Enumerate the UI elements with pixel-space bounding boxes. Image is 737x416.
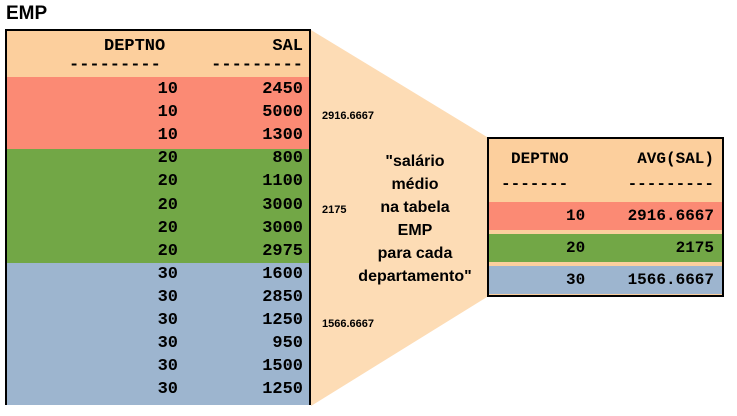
group-average-20: 2175 [322,204,347,216]
emp-cell-deptno: 10 [157,126,178,146]
group-average-30: 1566.6667 [322,318,374,330]
dept10-band [7,77,309,149]
emp-cell-sal: 1600 [262,264,303,284]
emp-row: 30 1600 [7,265,309,288]
emp-cell-deptno: 30 [157,264,178,284]
emp-row: 10 5000 [7,103,309,126]
emp-cell-deptno: 20 [157,172,178,192]
emp-cell-deptno: 30 [157,380,178,400]
avg-row-dept30: 30 1566.6667 [489,266,722,294]
group-average-10: 2916.6667 [322,110,374,122]
avg-row-deptno: 10 [566,207,586,225]
avg-header-avg: AVG(SAL) [637,150,714,168]
explanation-line: na tabela [380,199,450,216]
avg-row-value: 1566.6667 [627,271,714,289]
emp-cell-deptno: 20 [157,218,178,238]
explanation-line: para cada [377,245,453,262]
emp-table-title: EMP [6,3,48,24]
emp-cell-deptno: 30 [157,311,178,330]
emp-cell-sal: 2850 [262,287,303,307]
emp-cell-deptno: 30 [157,357,178,377]
explanation-text: "salário médio na tabela EMP para cada d… [345,150,485,288]
emp-table: DEPTNO SAL --------- --------- 10 2450 10 5… [5,29,311,405]
emp-row: 30 2850 [7,288,309,311]
emp-row: 30 1250 [7,311,309,334]
avg-row-value: 2916.6667 [627,207,714,225]
emp-cell-sal: 3000 [262,195,303,215]
emp-cell-sal: 2975 [262,241,303,261]
avg-row-dept10: 10 2916.6667 [489,202,722,230]
avg-row-dept20: 20 2175 [489,234,722,262]
avg-row-deptno: 20 [566,239,586,257]
explanation-line: departamento" [358,268,472,285]
emp-header-underline-deptno: --------- [69,56,161,75]
emp-row: 30 950 [7,334,309,357]
avg-header-underline-deptno: ------- [501,175,569,193]
emp-cell-sal: 2450 [262,80,303,99]
emp-cell-deptno: 20 [157,149,178,169]
explanation-line: médio [391,176,439,193]
emp-cell-sal: 950 [272,334,303,354]
emp-cell-sal: 1500 [262,357,303,377]
emp-cell-deptno: 30 [157,287,178,307]
avg-result-table: DEPTNO AVG(SAL) ------- --------- 10 291… [487,137,724,297]
emp-cell-deptno: 10 [157,80,178,99]
avg-row-deptno: 30 [566,271,586,289]
emp-cell-deptno: 30 [157,334,178,354]
emp-cell-sal: 1250 [262,311,303,330]
emp-cell-deptno: 20 [157,195,178,215]
emp-row: 20 2975 [7,242,309,265]
emp-header-underline-sal: --------- [211,56,303,75]
emp-row: 10 1300 [7,126,309,149]
dept20-band [7,149,309,263]
emp-row: 30 1250 [7,380,309,403]
emp-cell-sal: 1300 [262,126,303,146]
emp-row: 30 1500 [7,357,309,380]
avg-row-value: 2175 [675,239,714,257]
avg-header-underline-avg: --------- [627,175,714,193]
emp-row: 20 800 [7,149,309,172]
avg-header-deptno: DEPTNO [511,150,569,168]
emp-cell-sal: 1100 [262,172,303,192]
explanation-line: "salário [385,153,445,170]
emp-header-sal: SAL [272,37,303,56]
emp-cell-sal: 3000 [262,218,303,238]
emp-row: 20 3000 [7,196,309,219]
emp-header-deptno: DEPTNO [104,37,166,56]
emp-cell-deptno: 10 [157,103,178,123]
explanation-line: EMP [397,222,433,239]
emp-row: 20 3000 [7,219,309,242]
emp-cell-sal: 800 [272,149,303,169]
emp-cell-sal: 5000 [262,103,303,123]
emp-row: 20 1100 [7,172,309,195]
emp-cell-deptno: 20 [157,241,178,261]
emp-cell-sal: 1250 [262,380,303,400]
dept30-band [7,263,309,405]
emp-row: 10 2450 [7,80,309,103]
